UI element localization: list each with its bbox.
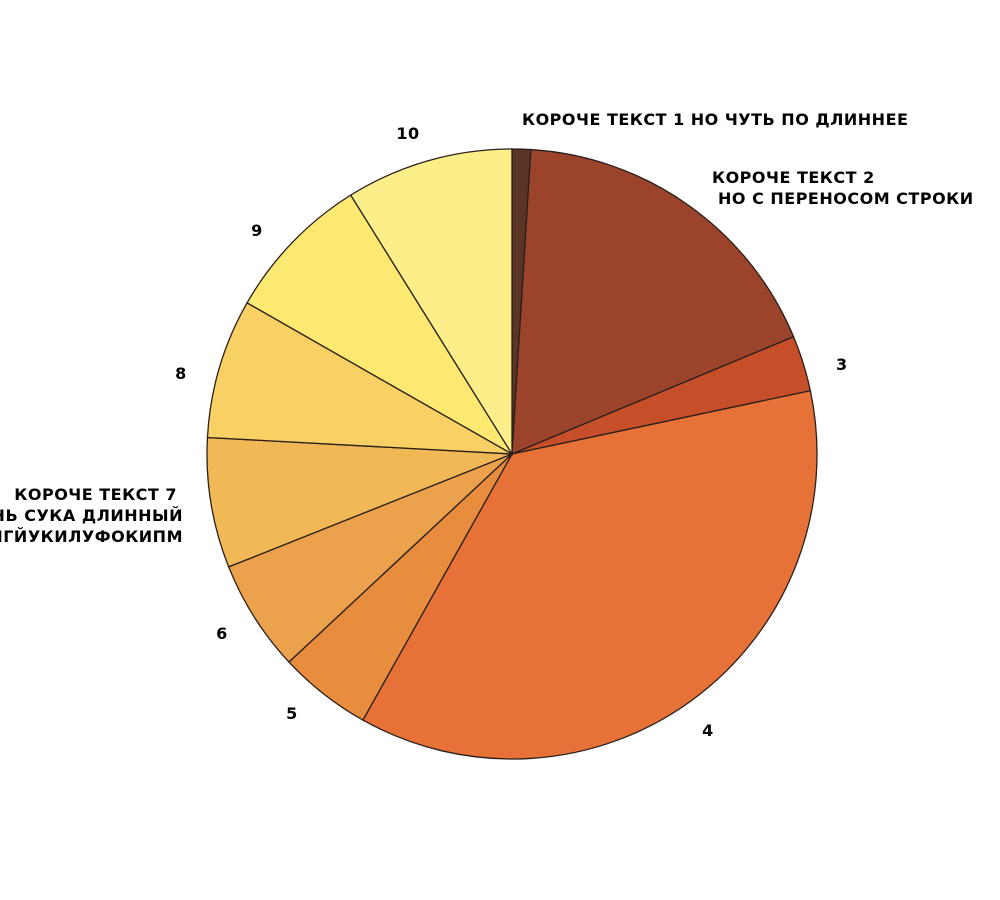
pie-label-7: КОРОЧЕ ТЕКСТ 7ОЧЕНЬ СУКА ДЛИННЫЙЦЙЩЗЫВШГ… [0, 485, 183, 546]
pie-slice-2 [511, 148, 795, 456]
pie-label-5: 5 [286, 704, 298, 723]
pie-slice-10 [349, 148, 513, 457]
pie-label-2: КОРОЧЕ ТЕКСТ 2 НО С ПЕРЕНОСОМ СТРОКИ [712, 168, 974, 208]
pie-labels: КОРОЧЕ ТЕКСТ 1 НО ЧУТЬ ПО ДЛИННЕЕ КОРОЧЕ … [0, 110, 974, 740]
pie-label-4: 4 [702, 721, 714, 740]
pie-label-6: 6 [216, 624, 228, 643]
pie-label-3: 3 [836, 355, 848, 374]
pie-slices [206, 148, 818, 760]
pie-slice-8 [206, 301, 513, 455]
pie-label-9: 9 [251, 221, 263, 240]
pie-slice-9 [246, 194, 513, 455]
pie-label-10: 10 [396, 124, 419, 143]
pie-slice-7 [206, 436, 513, 568]
pie-label-1: КОРОЧЕ ТЕКСТ 1 НО ЧУТЬ ПО ДЛИННЕЕ [522, 110, 908, 129]
pie-label-8: 8 [175, 364, 187, 383]
pie-slice-4 [362, 389, 818, 760]
